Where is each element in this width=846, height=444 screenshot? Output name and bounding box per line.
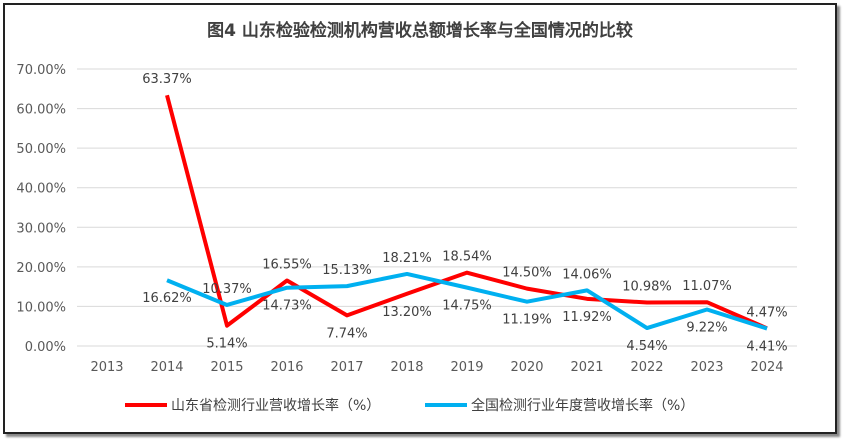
legend-label-1: 山东省检测行业营收增长率（%） bbox=[171, 397, 380, 414]
x-tick-label: 2021 bbox=[570, 360, 603, 375]
x-tick-label: 2023 bbox=[690, 360, 723, 375]
data-label: 14.50% bbox=[502, 266, 552, 281]
x-tick-label: 2020 bbox=[510, 360, 543, 375]
data-label: 15.13% bbox=[322, 263, 372, 278]
data-label: 13.20% bbox=[382, 305, 432, 320]
y-tick-label: 60.00% bbox=[16, 103, 66, 118]
y-tick-label: 0.00% bbox=[25, 340, 66, 355]
x-tick-label: 2019 bbox=[450, 360, 483, 375]
data-label: 18.54% bbox=[442, 250, 492, 265]
y-tick-label: 50.00% bbox=[16, 142, 66, 157]
x-tick-label: 2015 bbox=[210, 360, 243, 375]
data-label: 4.54% bbox=[626, 339, 667, 354]
y-tick-label: 10.00% bbox=[16, 300, 66, 315]
data-label: 16.62% bbox=[142, 291, 192, 306]
data-label: 4.47% bbox=[746, 305, 787, 320]
data-label: 10.37% bbox=[202, 282, 252, 297]
y-tick-label: 30.00% bbox=[16, 221, 66, 236]
data-label: 18.21% bbox=[382, 251, 432, 266]
data-label: 14.06% bbox=[562, 267, 612, 282]
legend-label-2: 全国检测行业年度营收增长率（%） bbox=[471, 397, 694, 414]
x-tick-label: 2022 bbox=[630, 360, 663, 375]
chart-frame bbox=[3, 3, 837, 434]
y-tick-label: 20.00% bbox=[16, 261, 66, 276]
series-line-2 bbox=[166, 271, 768, 331]
data-label: 16.55% bbox=[262, 258, 312, 273]
chart-title: 图4 山东检验检测机构营收总额增长率与全国情况的比较 bbox=[207, 20, 633, 41]
data-label: 11.07% bbox=[682, 279, 732, 294]
data-label: 11.19% bbox=[502, 313, 552, 328]
x-tick-label: 2013 bbox=[90, 360, 123, 375]
y-tick-label: 70.00% bbox=[16, 63, 66, 78]
data-label: 10.98% bbox=[622, 280, 672, 295]
data-label: 4.41% bbox=[746, 340, 787, 355]
data-label: 11.92% bbox=[562, 310, 612, 325]
data-label: 14.73% bbox=[262, 299, 312, 314]
data-label: 5.14% bbox=[206, 337, 247, 352]
y-tick-label: 40.00% bbox=[16, 182, 66, 197]
x-tick-label: 2017 bbox=[330, 360, 363, 375]
data-label: 9.22% bbox=[686, 321, 727, 336]
data-label: 63.37% bbox=[142, 72, 192, 87]
x-tick-label: 2024 bbox=[750, 360, 783, 375]
data-label: 14.75% bbox=[442, 299, 492, 314]
x-tick-label: 2018 bbox=[390, 360, 423, 375]
data-label: 7.74% bbox=[326, 326, 367, 341]
x-tick-label: 2016 bbox=[270, 360, 303, 375]
series-line-1 bbox=[165, 94, 768, 331]
x-tick-label: 2014 bbox=[150, 360, 183, 375]
